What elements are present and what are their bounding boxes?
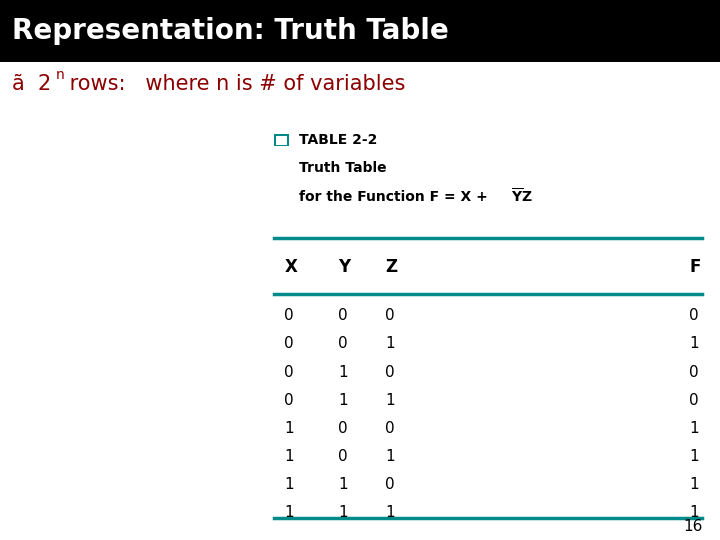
Text: 1: 1 bbox=[689, 505, 698, 520]
Text: 1: 1 bbox=[385, 393, 395, 408]
Text: 0: 0 bbox=[338, 336, 348, 352]
Text: 1: 1 bbox=[385, 336, 395, 352]
Text: 1: 1 bbox=[385, 505, 395, 520]
Text: 1: 1 bbox=[338, 477, 348, 492]
FancyBboxPatch shape bbox=[0, 0, 720, 62]
Text: Z: Z bbox=[385, 258, 397, 276]
Text: n: n bbox=[55, 68, 64, 82]
Text: Y: Y bbox=[338, 258, 351, 276]
Text: 0: 0 bbox=[284, 308, 294, 323]
Bar bbox=[274, 134, 289, 146]
Text: 0: 0 bbox=[338, 449, 348, 464]
Text: 0: 0 bbox=[689, 393, 698, 408]
Text: 0: 0 bbox=[385, 364, 395, 380]
Text: 0: 0 bbox=[385, 421, 395, 436]
Text: 0: 0 bbox=[338, 308, 348, 323]
Text: 1: 1 bbox=[689, 477, 698, 492]
Text: 16: 16 bbox=[683, 518, 703, 534]
Text: 1: 1 bbox=[385, 449, 395, 464]
Text: 0: 0 bbox=[689, 364, 698, 380]
Text: 1: 1 bbox=[338, 364, 348, 380]
Text: 1: 1 bbox=[689, 449, 698, 464]
Text: 0: 0 bbox=[284, 336, 294, 352]
Text: rows:   where n is # of variables: rows: where n is # of variables bbox=[63, 73, 406, 94]
Text: 1: 1 bbox=[284, 421, 294, 436]
Text: Representation: Truth Table: Representation: Truth Table bbox=[12, 17, 449, 45]
Text: 1: 1 bbox=[284, 449, 294, 464]
Text: 0: 0 bbox=[284, 393, 294, 408]
Text: 1: 1 bbox=[284, 477, 294, 492]
Text: X: X bbox=[284, 258, 297, 276]
Text: 0: 0 bbox=[284, 364, 294, 380]
Text: 0: 0 bbox=[338, 421, 348, 436]
Text: 1: 1 bbox=[338, 505, 348, 520]
Bar bbox=[276, 136, 287, 145]
Text: F: F bbox=[689, 258, 701, 276]
Text: 0: 0 bbox=[385, 308, 395, 323]
Text: 0: 0 bbox=[385, 477, 395, 492]
Text: for the Function F = X +: for the Function F = X + bbox=[299, 190, 492, 204]
Text: TABLE 2-2: TABLE 2-2 bbox=[299, 133, 377, 147]
Text: 1: 1 bbox=[689, 336, 698, 352]
Text: 1: 1 bbox=[284, 505, 294, 520]
Text: 1: 1 bbox=[338, 393, 348, 408]
Text: 1: 1 bbox=[689, 421, 698, 436]
Text: 0: 0 bbox=[689, 308, 698, 323]
Text: $\mathbf{\overline{Y}}$Z: $\mathbf{\overline{Y}}$Z bbox=[511, 187, 533, 206]
Text: ã  2: ã 2 bbox=[12, 73, 51, 94]
Text: Truth Table: Truth Table bbox=[299, 161, 387, 176]
